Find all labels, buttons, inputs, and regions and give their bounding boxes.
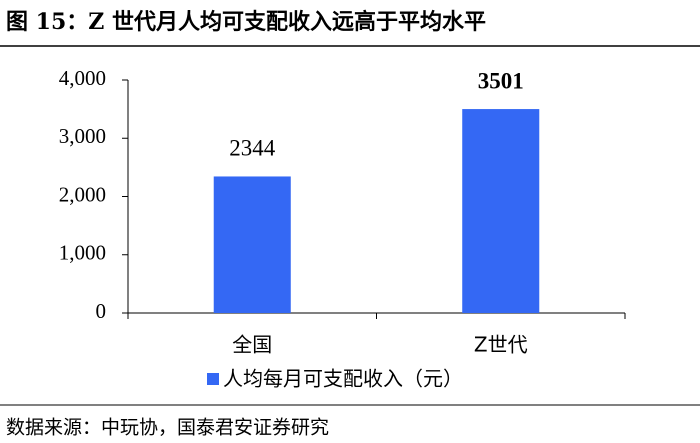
x-tick-label: Z世代 [474, 333, 528, 357]
bar [462, 109, 540, 314]
value-label: 2344 [229, 136, 276, 161]
source: 数据来源：中玩协，国泰君安证券研究 [6, 417, 329, 439]
y-tick-label: 4,000 [59, 66, 106, 90]
value-label: 3501 [478, 68, 524, 93]
y-tick-label: 1,000 [59, 241, 106, 265]
y-tick-label: 2,000 [59, 182, 106, 206]
legend-label: 人均每月可支配收入（元） [223, 367, 463, 391]
legend-swatch [207, 373, 219, 385]
bar [213, 176, 291, 313]
x-tick-label: 全国 [232, 333, 272, 357]
chart-title: 图 15：Z 世代月人均可支配收入远高于平均水平 [6, 9, 486, 35]
y-tick-label: 3,000 [59, 124, 106, 148]
y-tick-label: 0 [96, 299, 107, 323]
